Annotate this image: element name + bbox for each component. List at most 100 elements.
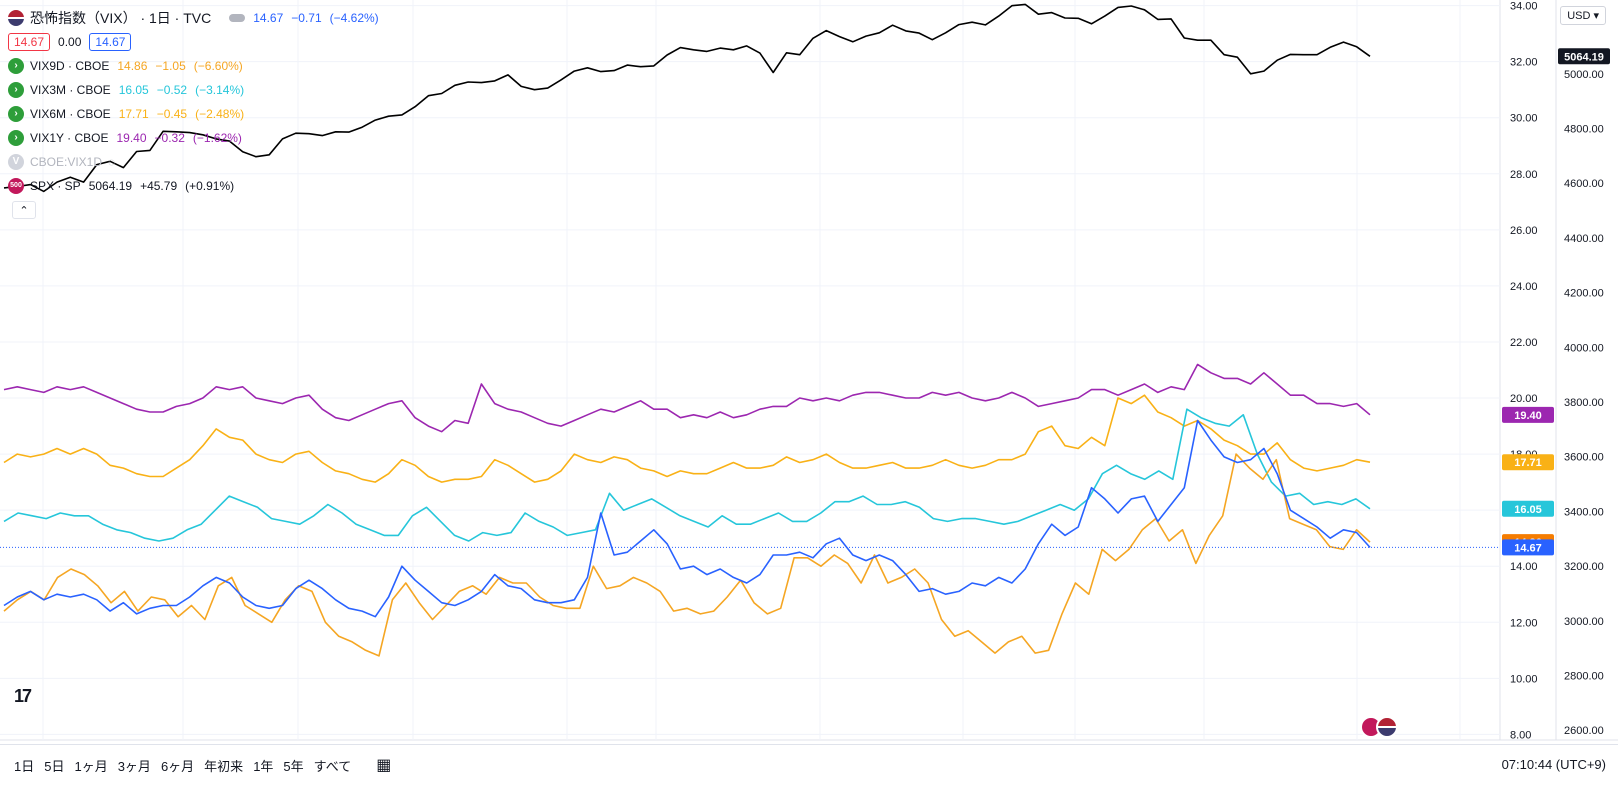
bottom-toolbar: 1日 5日 1ヶ月 3ヶ月 6ヶ月 年初来 1年 5年 すべて ▦ 07:10:44 (UTC+… xyxy=(0,744,1618,785)
last-value-badge xyxy=(1558,48,1610,65)
right-tick-label: 3000.00 xyxy=(1564,616,1604,628)
series-change-pct: (−1.62%) xyxy=(192,131,242,145)
bid-box[interactable]: 14.67 xyxy=(8,33,51,51)
vix6m-icon: › xyxy=(8,106,24,122)
last-value-text: 17.71 xyxy=(1514,457,1542,469)
calendar-icon[interactable]: ▦ xyxy=(376,757,392,774)
series-change: −0.52 xyxy=(156,83,188,97)
left-price-axis: 34.00 32.00 30.00 28.00 26.00 24.00 22.00 20.00… xyxy=(1510,1,1538,742)
series-line-spx xyxy=(3,3,1371,193)
timeframe-buttons: 1日 5日 1ヶ月 3ヶ月 6ヶ月 年初来 1年 5年 すべて xyxy=(0,756,356,775)
hidden-eye-icon[interactable]: ◌ xyxy=(108,155,116,169)
last-value-text: 5064.19 xyxy=(1564,51,1604,63)
series-change-pct: (−6.60%) xyxy=(193,59,243,73)
spread-value: 0.00 xyxy=(58,35,82,49)
last-value-text: 19.40 xyxy=(1514,410,1542,422)
timeframe-button[interactable]: すべて xyxy=(313,758,352,774)
right-tick-label: 4400.00 xyxy=(1564,233,1604,245)
spx-value: 5064.19 xyxy=(88,179,133,193)
series-label: VIX1Y · CBOE xyxy=(30,131,109,145)
timeframe-button[interactable]: 3ヶ月 xyxy=(117,758,151,774)
right-tick-label: 3600.00 xyxy=(1564,452,1604,464)
chart-grid xyxy=(0,0,1618,741)
timeframe-button[interactable]: 1日 xyxy=(14,758,35,774)
collapse-pill-icon[interactable] xyxy=(229,14,246,22)
series-value: 14.86 xyxy=(117,59,148,73)
left-tick-label: 20.00 xyxy=(1510,393,1538,405)
series-line-vix xyxy=(3,419,1371,618)
chart-series xyxy=(0,3,1500,657)
legend-row-vix1d[interactable]: V CBOE:VIX1D ◌ xyxy=(8,150,379,174)
left-tick-label: 12.00 xyxy=(1510,617,1538,629)
series-line-vix1y xyxy=(3,363,1371,433)
chart-legend: 恐怖指数（VIX） · 1日 · TVC 14.67 −0.71 (−4.62%… xyxy=(8,6,379,222)
spx-change: +45.79 xyxy=(140,179,178,193)
left-tick-label: 28.00 xyxy=(1510,169,1538,181)
symbol-title[interactable]: 恐怖指数（VIX） · 1日 · TVC xyxy=(30,10,212,26)
legend-row-vix1y[interactable]: › VIX1Y · CBOE 19.40 −0.32 (−1.62%) xyxy=(8,126,379,150)
series-line-vix6m xyxy=(3,394,1371,483)
timeframe-button[interactable]: 5日 xyxy=(44,758,65,774)
legend-row-spx[interactable]: 500 SPX · SP 5064.19 +45.79 (+0.91%) xyxy=(8,174,379,198)
currency-selector[interactable]: USD ▾ xyxy=(1560,6,1606,25)
left-tick-label: 24.00 xyxy=(1510,281,1538,293)
bid-ask-row: 14.67 0.00 14.67 xyxy=(8,30,379,54)
ask-box[interactable]: 14.67 xyxy=(89,33,132,51)
series-change: −1.05 xyxy=(155,59,186,73)
series-line-vix3m xyxy=(3,408,1371,542)
vix9d-icon: › xyxy=(8,58,24,74)
right-tick-label: 4600.00 xyxy=(1564,178,1604,190)
series-change: −0.32 xyxy=(154,131,185,145)
legend-row-vix9d[interactable]: › VIX9D · CBOE 14.86 −1.05 (−6.60%) xyxy=(8,54,379,78)
right-tick-label: 4800.00 xyxy=(1564,124,1604,136)
vix3m-icon: › xyxy=(8,82,24,98)
main-symbol-row[interactable]: 恐怖指数（VIX） · 1日 · TVC 14.67 −0.71 (−4.62%… xyxy=(8,6,379,30)
us-flag-icon xyxy=(1376,716,1398,738)
timeframe-button[interactable]: 1ヶ月 xyxy=(74,758,108,774)
right-tick-label: 3200.00 xyxy=(1564,561,1604,573)
main-change: −0.71 xyxy=(291,11,322,25)
legend-row-vix3m[interactable]: › VIX3M · CBOE 16.05 −0.52 (−3.14%) xyxy=(8,78,379,102)
timeframe-button[interactable]: 5年 xyxy=(283,758,304,774)
series-change: −0.45 xyxy=(156,107,188,121)
tradingview-logo[interactable]: 17 xyxy=(14,686,32,706)
timeframe-button[interactable]: 1年 xyxy=(253,758,274,774)
last-value-badge xyxy=(1502,500,1554,517)
series-value: 17.71 xyxy=(118,107,149,121)
right-price-axis: 5200.005000.004800.004600.004400.004200.… xyxy=(1564,14,1604,737)
left-tick-label: 34.00 xyxy=(1510,1,1538,13)
clock: 07:10:44 (UTC+9) xyxy=(1501,757,1606,772)
series-value: 16.05 xyxy=(118,83,149,97)
series-label: VIX9D · CBOE xyxy=(30,59,110,73)
exchange-icons xyxy=(1360,716,1398,738)
right-tick-label: 4000.00 xyxy=(1564,342,1604,354)
timeframe-button[interactable]: 年初来 xyxy=(204,758,244,774)
main-price: 14.67 xyxy=(253,11,284,25)
series-change-pct: (−2.48%) xyxy=(195,107,245,121)
left-tick-label: 14.00 xyxy=(1510,561,1538,573)
left-tick-label: 8.00 xyxy=(1510,729,1531,741)
series-label: VIX3M · CBOE xyxy=(30,83,111,97)
last-value-badge xyxy=(1502,406,1554,423)
last-value-badge xyxy=(1502,539,1554,556)
last-value-text: 14.67 xyxy=(1514,542,1542,554)
last-value-text: 16.05 xyxy=(1514,504,1542,516)
vix1y-icon: › xyxy=(8,130,24,146)
right-tick-label: 5000.00 xyxy=(1564,69,1604,81)
legend-row-vix6m[interactable]: › VIX6M · CBOE 17.71 −0.45 (−2.48%) xyxy=(8,102,379,126)
us-flag-icon xyxy=(8,10,24,26)
left-tick-label: 10.00 xyxy=(1510,673,1538,685)
series-label: VIX6M · CBOE xyxy=(30,107,111,121)
series-line-vix9d xyxy=(3,453,1371,657)
legend-collapse-button[interactable]: ⌃ xyxy=(12,201,36,219)
spx-icon: 500 xyxy=(8,178,24,194)
main-change-pct: (−4.62%) xyxy=(329,11,379,25)
series-value: 19.40 xyxy=(116,131,147,145)
timeframe-button[interactable]: 6ヶ月 xyxy=(160,758,195,774)
right-tick-label: 4200.00 xyxy=(1564,288,1604,300)
left-tick-label: 30.00 xyxy=(1510,113,1538,125)
series-change-pct: (−3.14%) xyxy=(195,83,245,97)
right-tick-label: 2600.00 xyxy=(1564,725,1604,737)
